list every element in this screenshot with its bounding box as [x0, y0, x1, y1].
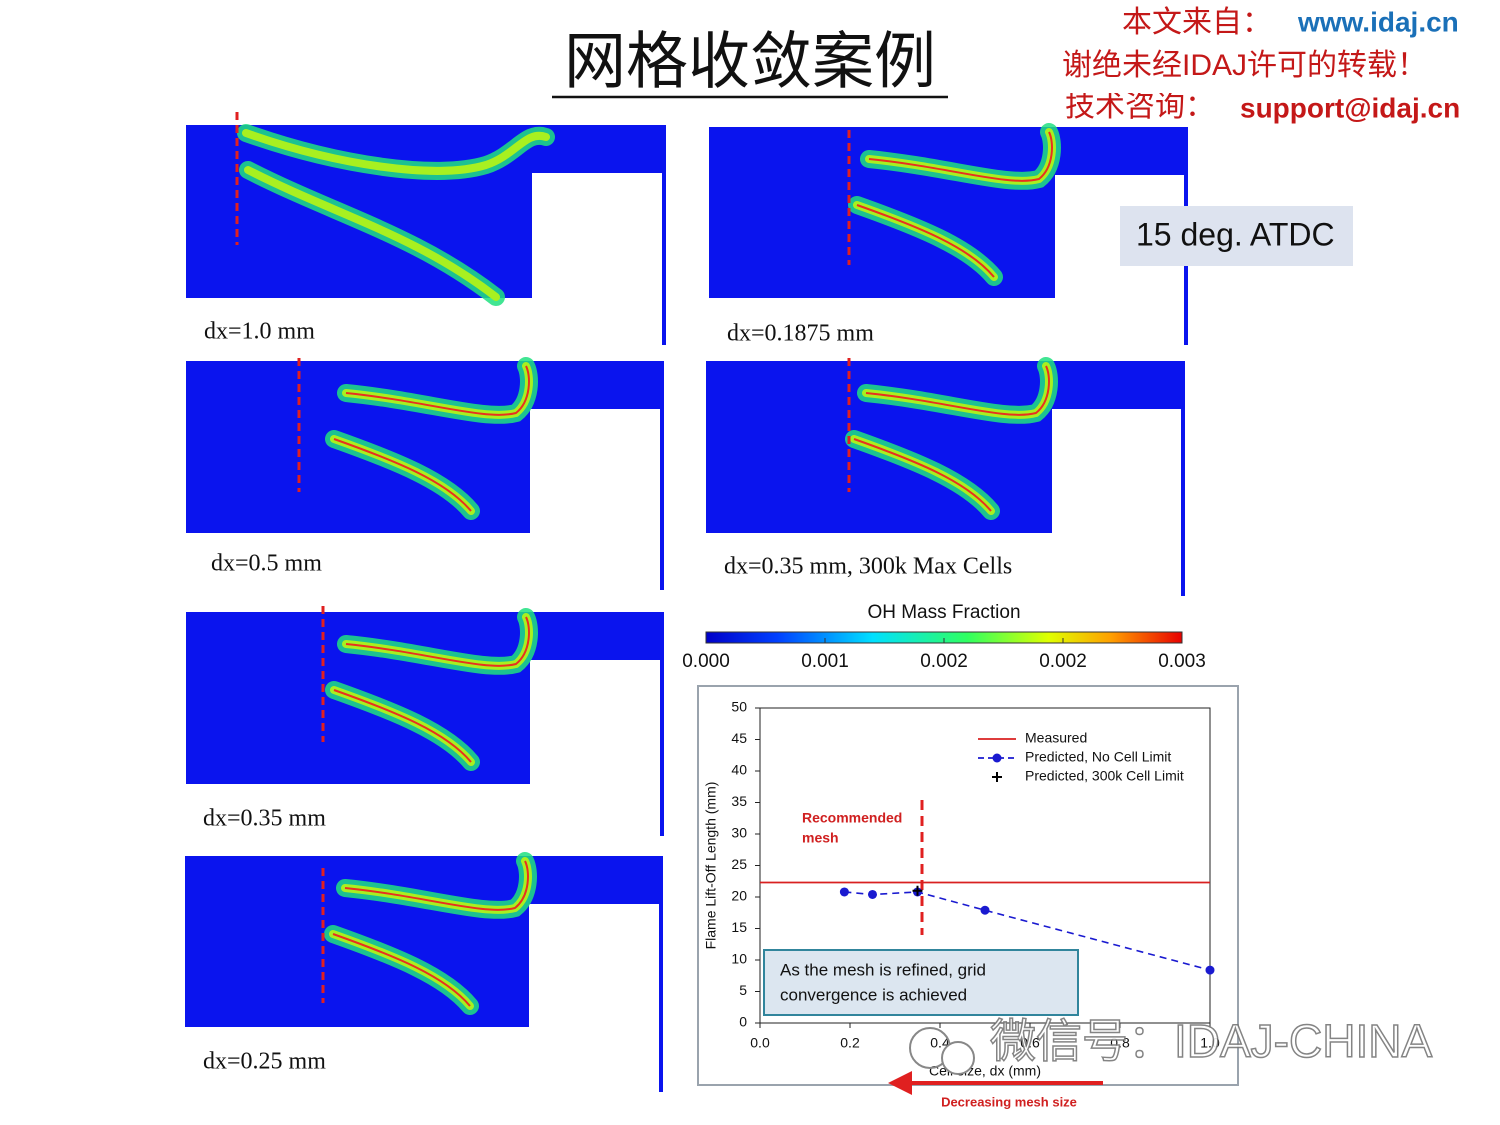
y-axis-label: Flame Lift-Off Length (mm)	[703, 782, 719, 950]
legend-marker	[992, 772, 1002, 782]
panel-label: dx=0.1875 mm	[727, 321, 874, 347]
sim-panel: dx=0.25 mm	[185, 852, 663, 1092]
legend-marker	[992, 753, 1002, 763]
data-point	[912, 885, 923, 896]
flame-core	[856, 204, 995, 278]
x-tick-label: 0.4	[930, 1035, 950, 1051]
y-tick-label: 5	[739, 982, 747, 998]
flame-core	[344, 860, 529, 911]
flame-core	[332, 933, 471, 1007]
recommended-label: Recommended	[802, 810, 902, 826]
colorbar-tick-label: 0.001	[801, 651, 849, 672]
data-point	[980, 905, 990, 915]
panel-label: dx=0.35 mm, 300k Max Cells	[724, 554, 1012, 580]
domain	[186, 125, 666, 298]
legend-label: Predicted, No Cell Limit	[1025, 749, 1171, 765]
arrow-label: Decreasing mesh size	[941, 1094, 1077, 1109]
sim-panel: dx=0.1875 mm	[709, 123, 1188, 347]
domain	[709, 127, 1188, 298]
flame-core	[345, 365, 530, 416]
y-tick-label: 15	[731, 919, 747, 935]
y-tick-label: 25	[731, 856, 747, 872]
domain	[186, 612, 664, 784]
x-tick-label: 0.2	[840, 1035, 860, 1051]
panel-label: dx=0.35 mm	[203, 806, 326, 832]
flame-core	[853, 438, 992, 512]
x-tick-label: 0.8	[1110, 1035, 1130, 1051]
wall	[1181, 409, 1185, 596]
watermark-support-email: support@idaj.cn	[1240, 92, 1460, 123]
sim-panel: dx=0.5 mm	[186, 357, 664, 590]
callout-text: As the mesh is refined, grid	[780, 960, 986, 979]
y-tick-label: 40	[731, 762, 747, 778]
sim-panel: dx=0.35 mm	[186, 606, 664, 836]
callout-box	[763, 949, 1079, 1016]
y-tick-label: 10	[731, 951, 747, 967]
panel-label: dx=0.5 mm	[211, 551, 322, 577]
callout-text: convergence is achieved	[780, 985, 967, 1004]
panel-label: dx=0.25 mm	[203, 1049, 326, 1075]
x-tick-label: 0.0	[750, 1035, 770, 1051]
y-tick-label: 20	[731, 888, 747, 904]
y-tick-label: 30	[731, 825, 747, 841]
colorbar-tick-label: 0.002	[1039, 651, 1087, 672]
wall	[659, 904, 663, 1092]
colorbar-title: OH Mass Fraction	[867, 602, 1020, 623]
flame-core	[333, 438, 472, 512]
sim-panel: dx=1.0 mm	[186, 112, 666, 345]
flame-mid	[244, 166, 500, 301]
domain	[186, 361, 664, 533]
flame-core	[345, 616, 530, 667]
y-tick-label: 0	[739, 1014, 747, 1030]
watermark-support: 技术咨询： support@idaj.cn	[1065, 90, 1460, 123]
watermark-url: www.idaj.cn	[1297, 6, 1459, 37]
colorbar-tick-label: 0.002	[920, 651, 968, 672]
flame-core	[333, 689, 472, 763]
y-tick-label: 45	[731, 730, 747, 746]
legend-label: Measured	[1025, 730, 1087, 746]
flame-core	[865, 365, 1050, 416]
watermark-notice: 谢绝未经IDAJ许可的转载！	[1062, 49, 1427, 82]
domain	[185, 856, 663, 1027]
domain	[706, 361, 1185, 533]
chart-frame	[697, 685, 1239, 1086]
wechat-icon	[941, 1041, 975, 1075]
flame-core	[868, 131, 1053, 182]
watermark-support-label: 技术咨询：	[1065, 90, 1215, 123]
time-label-box	[1120, 206, 1353, 266]
sim-panel: dx=0.35 mm, 300k Max Cells	[706, 357, 1185, 596]
watermark-source: 本文来自：	[1122, 6, 1272, 39]
time-label: 15 deg. ATDC	[1136, 216, 1335, 252]
wechat-watermark: 微信号：IDAJ-CHINA	[990, 1015, 1432, 1067]
recommended-label: mesh	[802, 830, 839, 846]
panel-label: dx=1.0 mm	[204, 319, 315, 345]
slide-title: 网格收敛案例	[564, 27, 936, 96]
colorbar-tick-label: 0.000	[682, 651, 730, 672]
data-point	[1205, 965, 1215, 975]
colorbar-tick-label: 0.003	[1158, 651, 1206, 672]
wall	[662, 173, 666, 345]
x-tick-label: 1.0	[1200, 1035, 1220, 1051]
data-point	[868, 889, 877, 899]
wall	[660, 409, 664, 590]
flame-mid	[242, 129, 550, 175]
wall	[660, 660, 664, 836]
x-tick-label: 0.6	[1020, 1035, 1040, 1051]
y-tick-label: 50	[731, 699, 747, 715]
y-tick-label: 35	[731, 793, 747, 809]
legend-label: Predicted, 300k Cell Limit	[1025, 768, 1184, 784]
data-point	[839, 887, 849, 897]
